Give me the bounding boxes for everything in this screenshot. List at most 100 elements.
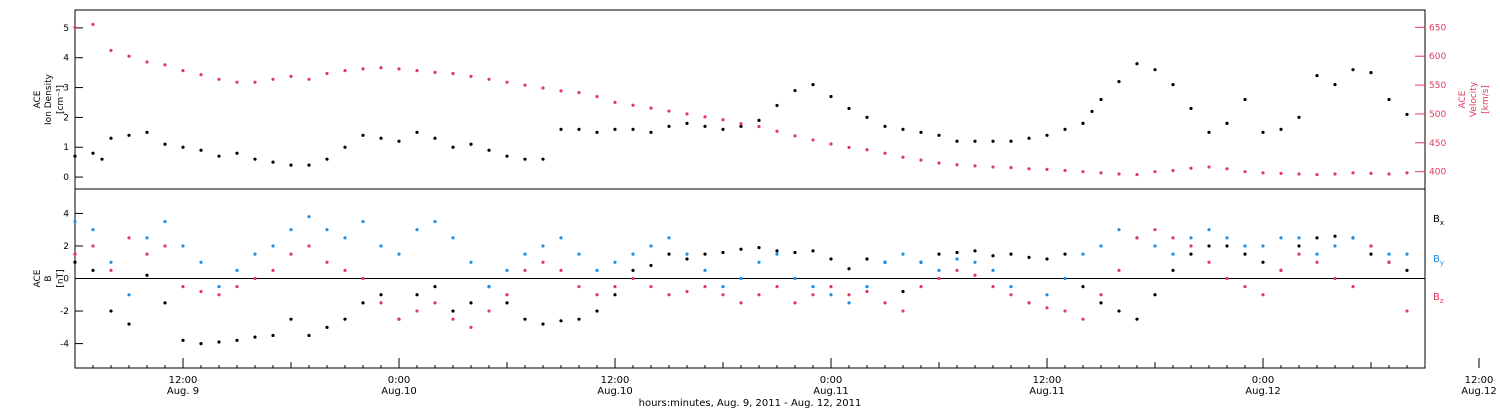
velocity-point bbox=[217, 77, 221, 81]
ion-density-point bbox=[253, 157, 257, 161]
ion-density-point bbox=[1315, 74, 1319, 78]
by-point bbox=[307, 215, 311, 219]
bx-point bbox=[937, 252, 941, 256]
bz-point bbox=[577, 285, 581, 289]
date-tick-label: Aug.10 bbox=[381, 386, 416, 397]
ion-density-point bbox=[631, 127, 635, 131]
by-point bbox=[595, 268, 599, 272]
ion-density-point bbox=[289, 163, 293, 167]
bz-point bbox=[775, 285, 779, 289]
bx-point bbox=[901, 289, 905, 294]
bz-point bbox=[487, 309, 491, 313]
bx-point bbox=[1081, 285, 1085, 289]
velocity-point bbox=[901, 155, 905, 159]
bx-point bbox=[181, 338, 185, 342]
velocity-point bbox=[415, 69, 419, 73]
bz-point bbox=[73, 252, 77, 256]
bz-point bbox=[451, 317, 455, 321]
by-point bbox=[991, 268, 995, 272]
bz-point bbox=[91, 244, 95, 248]
bx-point bbox=[1063, 252, 1067, 256]
bx-point bbox=[199, 341, 203, 346]
velocity-point bbox=[1009, 166, 1013, 170]
velocity-point bbox=[883, 151, 887, 155]
velocity-point bbox=[235, 80, 239, 84]
legend-x: Bx bbox=[1433, 214, 1444, 227]
density-tick-label: 4 bbox=[63, 54, 69, 64]
bz-point bbox=[919, 285, 923, 289]
ion-density-point bbox=[739, 124, 743, 128]
time-tick-label: 12:00 bbox=[1465, 375, 1494, 386]
ion-density-point bbox=[1171, 82, 1175, 87]
velocity-point bbox=[541, 86, 545, 90]
ion-density-point bbox=[127, 133, 131, 137]
velocity-tick-label: 600 bbox=[1429, 52, 1446, 62]
by-point bbox=[145, 236, 149, 240]
velocity-point bbox=[361, 67, 365, 71]
velocity-axis-label: Velocity bbox=[1469, 81, 1479, 117]
bz-point bbox=[1369, 244, 1373, 248]
bx-point bbox=[829, 257, 833, 261]
bz-point bbox=[415, 309, 419, 313]
bz-point bbox=[343, 268, 347, 272]
by-point bbox=[1315, 252, 1319, 256]
bz-point bbox=[1189, 244, 1193, 248]
bx-point bbox=[145, 273, 149, 277]
by-point bbox=[973, 260, 977, 264]
ion-density-point bbox=[703, 124, 707, 128]
velocity-point bbox=[1405, 171, 1409, 175]
by-point bbox=[397, 252, 401, 256]
velocity-point bbox=[847, 145, 851, 150]
velocity-point bbox=[595, 95, 599, 99]
by-point bbox=[901, 252, 905, 256]
by-point bbox=[559, 236, 563, 240]
by-point bbox=[757, 260, 761, 264]
velocity-point bbox=[505, 80, 509, 84]
velocity-point bbox=[397, 67, 401, 71]
by-point bbox=[703, 268, 707, 272]
ion-density-point bbox=[505, 154, 509, 158]
velocity-point bbox=[1189, 166, 1193, 170]
ion-density-point bbox=[847, 106, 851, 111]
bx-point bbox=[109, 309, 113, 313]
bx-point bbox=[847, 267, 851, 271]
bx-point bbox=[577, 317, 581, 321]
bx-point bbox=[1225, 244, 1229, 248]
bx-point bbox=[775, 249, 779, 253]
bx-point bbox=[1135, 317, 1139, 321]
velocity-point bbox=[199, 73, 203, 77]
velocity-point bbox=[721, 118, 725, 122]
bx-point bbox=[361, 301, 365, 305]
bx-point bbox=[1333, 234, 1337, 238]
bx-point bbox=[685, 257, 689, 261]
velocity-point bbox=[577, 90, 581, 95]
bz-point bbox=[541, 260, 545, 264]
by-point bbox=[667, 236, 671, 240]
ion-density-point bbox=[451, 145, 455, 149]
ion-density-point bbox=[100, 157, 104, 161]
ion-density-point bbox=[1207, 130, 1211, 134]
velocity-tick-label: 500 bbox=[1429, 110, 1446, 120]
ion-density-point bbox=[811, 82, 815, 87]
date-tick-label: Aug.11 bbox=[813, 386, 848, 397]
by-point bbox=[523, 252, 527, 256]
bz-point bbox=[307, 244, 311, 248]
velocity-point bbox=[631, 103, 635, 107]
velocity-point bbox=[991, 165, 995, 169]
density-tick-label: 3 bbox=[63, 84, 69, 94]
bz-point bbox=[361, 276, 365, 281]
bz-point bbox=[379, 301, 383, 305]
velocity-point bbox=[865, 148, 869, 152]
bz-point bbox=[145, 252, 149, 256]
b-tick-label: 2 bbox=[63, 242, 69, 252]
legend-y: By bbox=[1433, 254, 1444, 267]
velocity-point bbox=[1387, 172, 1391, 176]
velocity-point bbox=[667, 109, 671, 113]
ion-density-point bbox=[415, 130, 419, 134]
by-point bbox=[1009, 285, 1013, 289]
by-point bbox=[325, 228, 329, 232]
velocity-point bbox=[1315, 172, 1319, 177]
ion-density-point bbox=[613, 127, 617, 131]
